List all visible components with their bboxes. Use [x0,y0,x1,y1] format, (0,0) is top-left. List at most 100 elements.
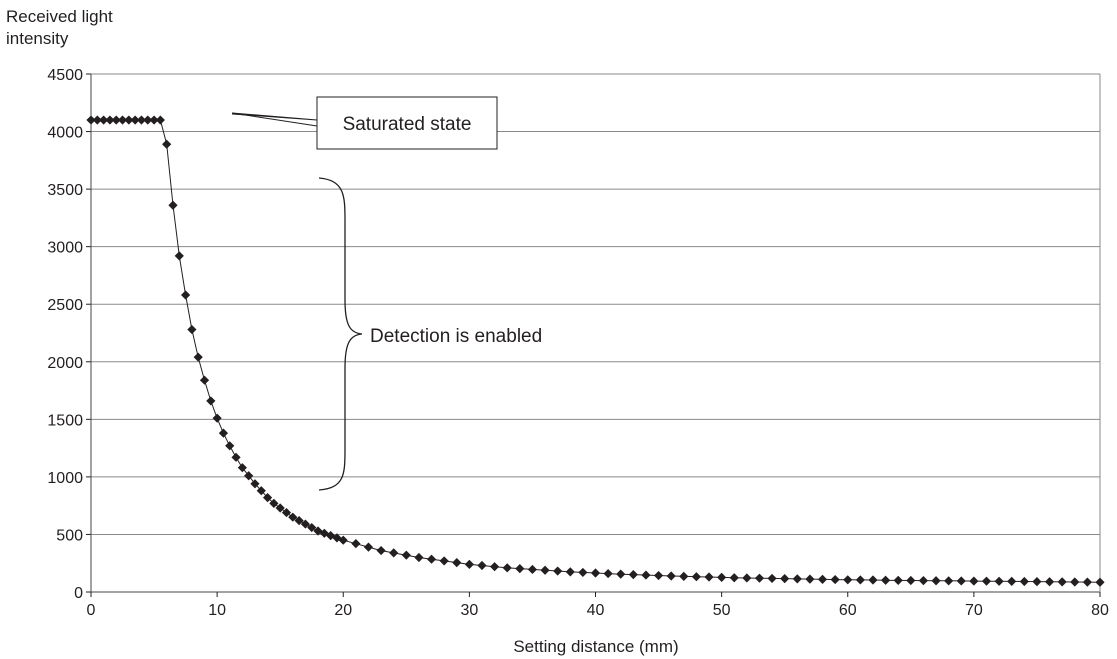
data-point [969,576,979,586]
data-point [244,471,254,481]
data-point [742,573,752,583]
data-point [868,575,878,585]
x-tick-label: 80 [1091,602,1109,619]
data-point [250,479,260,489]
data-point [1032,577,1042,587]
annotations: Saturated state Detection is enabled [231,96,542,491]
data-point [130,115,140,125]
tick-labels: 0 500 1000 1500 2000 2500 3000 3500 4000 4500 0 10 2… [47,67,1109,619]
data-point [143,115,153,125]
data-point [981,576,992,586]
x-tick-label: 10 [208,602,226,619]
grid-lines [91,73,1100,535]
data-point [666,571,676,581]
data-point [464,559,474,569]
y-tick-label: 4000 [47,125,83,142]
data-point [880,575,891,585]
data-point [855,575,865,585]
x-tick-label: 60 [839,602,857,619]
data-point [704,572,714,582]
x-tick-label: 50 [713,602,731,619]
data-point [338,535,348,545]
data-point [691,572,701,582]
data-point [281,507,292,518]
data-point [218,428,229,438]
data-point [124,115,134,125]
y-tick-label: 3000 [47,240,83,257]
data-point [653,570,664,581]
data-point [187,324,197,335]
data-point [805,574,815,584]
data-point [319,528,329,538]
data-point [578,567,588,578]
x-tick-label: 30 [460,602,478,619]
data-point [300,519,311,529]
data-point [212,413,222,423]
data-point [1019,576,1029,587]
y-tick-label: 1500 [47,412,83,429]
data-point [452,558,462,568]
data-point [111,115,121,125]
data-point [307,522,317,533]
data-point [754,573,765,583]
data-point [86,115,96,125]
x-tick-label: 40 [587,602,605,619]
data-point [830,574,840,585]
data-point [906,575,916,586]
data-point [603,568,613,579]
data-point [168,200,178,210]
data-point [414,552,424,563]
callout-pointer-lower [231,112,318,127]
data-point [1044,577,1055,587]
y-tick-label: 500 [56,527,83,544]
y-tick-label: 3500 [47,182,83,199]
data-point [149,115,159,125]
data-point [99,115,109,125]
data-point [174,251,184,261]
data-point [780,574,790,584]
data-point [590,568,601,578]
data-point [956,576,966,586]
data-point [553,566,563,576]
data-point [199,375,210,385]
data-point [477,560,487,571]
data-point [117,115,128,125]
data-point [275,503,285,513]
data-point [426,554,437,564]
x-tick-label: 20 [334,602,352,619]
data-point [162,139,172,149]
y-tick-label: 1000 [47,470,83,487]
y-tick-label: 2000 [47,355,83,372]
annotation-detection-enabled: Detection is enabled [370,326,542,347]
data-point [136,115,147,125]
data-point [540,565,550,575]
data-point [641,570,651,580]
data-point [193,352,203,362]
data-point [439,556,449,566]
y-tick-label: 4500 [47,67,83,84]
x-tick-label: 0 [87,602,96,619]
data-point [294,516,304,526]
axes [86,73,1101,597]
y-tick-label: 2500 [47,297,83,314]
y-axis-label-line-2: intensity [6,29,69,48]
data-point [792,574,802,584]
data-point [288,512,298,522]
data-point [515,564,525,574]
brace [318,177,363,491]
data-point [1095,577,1105,587]
data-point [527,564,538,575]
data-point [679,571,689,581]
data-point [1007,576,1017,587]
data-point [893,575,903,585]
data-point [363,542,374,552]
x-tick-label: 70 [965,602,983,619]
data-point [944,576,954,586]
y-axis-label-line-1: Received light [6,7,113,26]
data-point [565,567,575,577]
data-point [931,576,941,586]
data-point [843,575,853,585]
annotation-saturated-state: Saturated state [343,114,472,135]
data-point [729,573,739,583]
